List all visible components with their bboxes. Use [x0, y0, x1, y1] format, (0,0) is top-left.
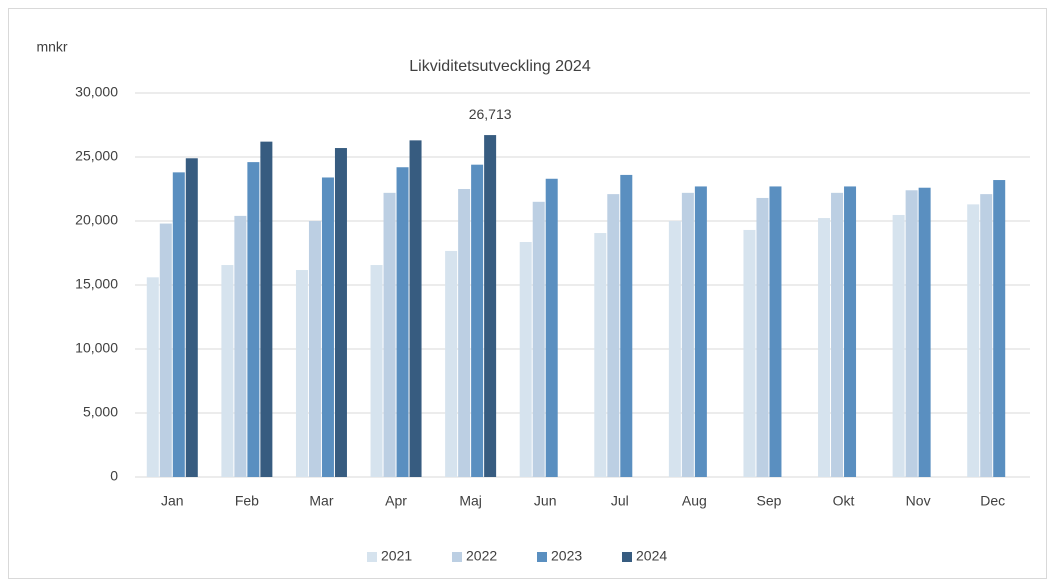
bar — [159, 223, 172, 477]
bar — [743, 229, 756, 477]
bar — [295, 270, 308, 477]
bar — [445, 250, 458, 477]
bar — [756, 197, 769, 477]
bar — [321, 177, 334, 478]
bar — [383, 192, 396, 477]
bar — [185, 158, 198, 477]
bar — [234, 215, 247, 477]
x-tick-label: Jun — [534, 493, 557, 509]
y-tick-label: 10,000 — [75, 340, 118, 356]
bar — [334, 148, 347, 478]
bar — [221, 265, 234, 477]
bar — [892, 214, 905, 477]
bar — [681, 192, 694, 477]
bar — [993, 180, 1006, 478]
bar — [620, 174, 633, 478]
bar — [409, 140, 422, 478]
x-tick-label: Sep — [756, 493, 781, 509]
bar — [396, 167, 409, 478]
x-tick-label: Aug — [682, 493, 707, 509]
y-tick-label: 25,000 — [75, 148, 118, 164]
x-tick-label: Jul — [611, 493, 629, 509]
legend-swatch — [622, 552, 632, 562]
bar — [308, 221, 321, 477]
bar — [844, 186, 857, 477]
x-tick-label: Okt — [833, 493, 855, 509]
y-tick-label: 0 — [110, 468, 118, 484]
x-tick-label: Nov — [906, 493, 931, 509]
bar — [831, 192, 844, 477]
bar — [370, 265, 383, 477]
legend-label: 2024 — [636, 548, 667, 564]
legend-swatch — [452, 552, 462, 562]
y-tick-label: 30,000 — [75, 84, 118, 100]
bar — [905, 190, 918, 477]
bar — [458, 189, 471, 477]
bar — [146, 277, 159, 477]
bar — [594, 233, 607, 477]
bar — [471, 164, 484, 477]
legend-label: 2023 — [551, 548, 582, 564]
bar — [668, 221, 681, 477]
x-tick-label: Apr — [385, 493, 407, 509]
y-tick-label: 15,000 — [75, 276, 118, 292]
legend-swatch — [367, 552, 377, 562]
bar — [484, 135, 497, 477]
legend-label: 2022 — [466, 548, 497, 564]
x-tick-label: Dec — [980, 493, 1005, 509]
y-axis-label: mnkr — [36, 39, 67, 55]
bar — [247, 162, 260, 477]
x-tick-label: Mar — [309, 493, 333, 509]
bar — [545, 178, 558, 477]
bar — [818, 218, 831, 477]
legend-swatch — [537, 552, 547, 562]
data-label: 26,713 — [469, 106, 512, 122]
bar — [769, 186, 782, 477]
bar — [980, 194, 993, 477]
y-tick-label: 20,000 — [75, 212, 118, 228]
x-tick-label: Maj — [459, 493, 482, 509]
bar — [260, 141, 273, 477]
bar — [918, 187, 931, 477]
x-tick-label: Feb — [235, 493, 259, 509]
bar — [967, 204, 980, 478]
bar — [532, 201, 545, 478]
y-tick-label: 5,000 — [83, 404, 118, 420]
bar — [172, 172, 185, 478]
x-tick-label: Jan — [161, 493, 184, 509]
bar — [607, 194, 620, 477]
legend-label: 2021 — [381, 548, 412, 564]
bar — [694, 186, 707, 477]
bar — [519, 241, 532, 477]
chart-title: Likviditetsutveckling 2024 — [409, 58, 591, 75]
